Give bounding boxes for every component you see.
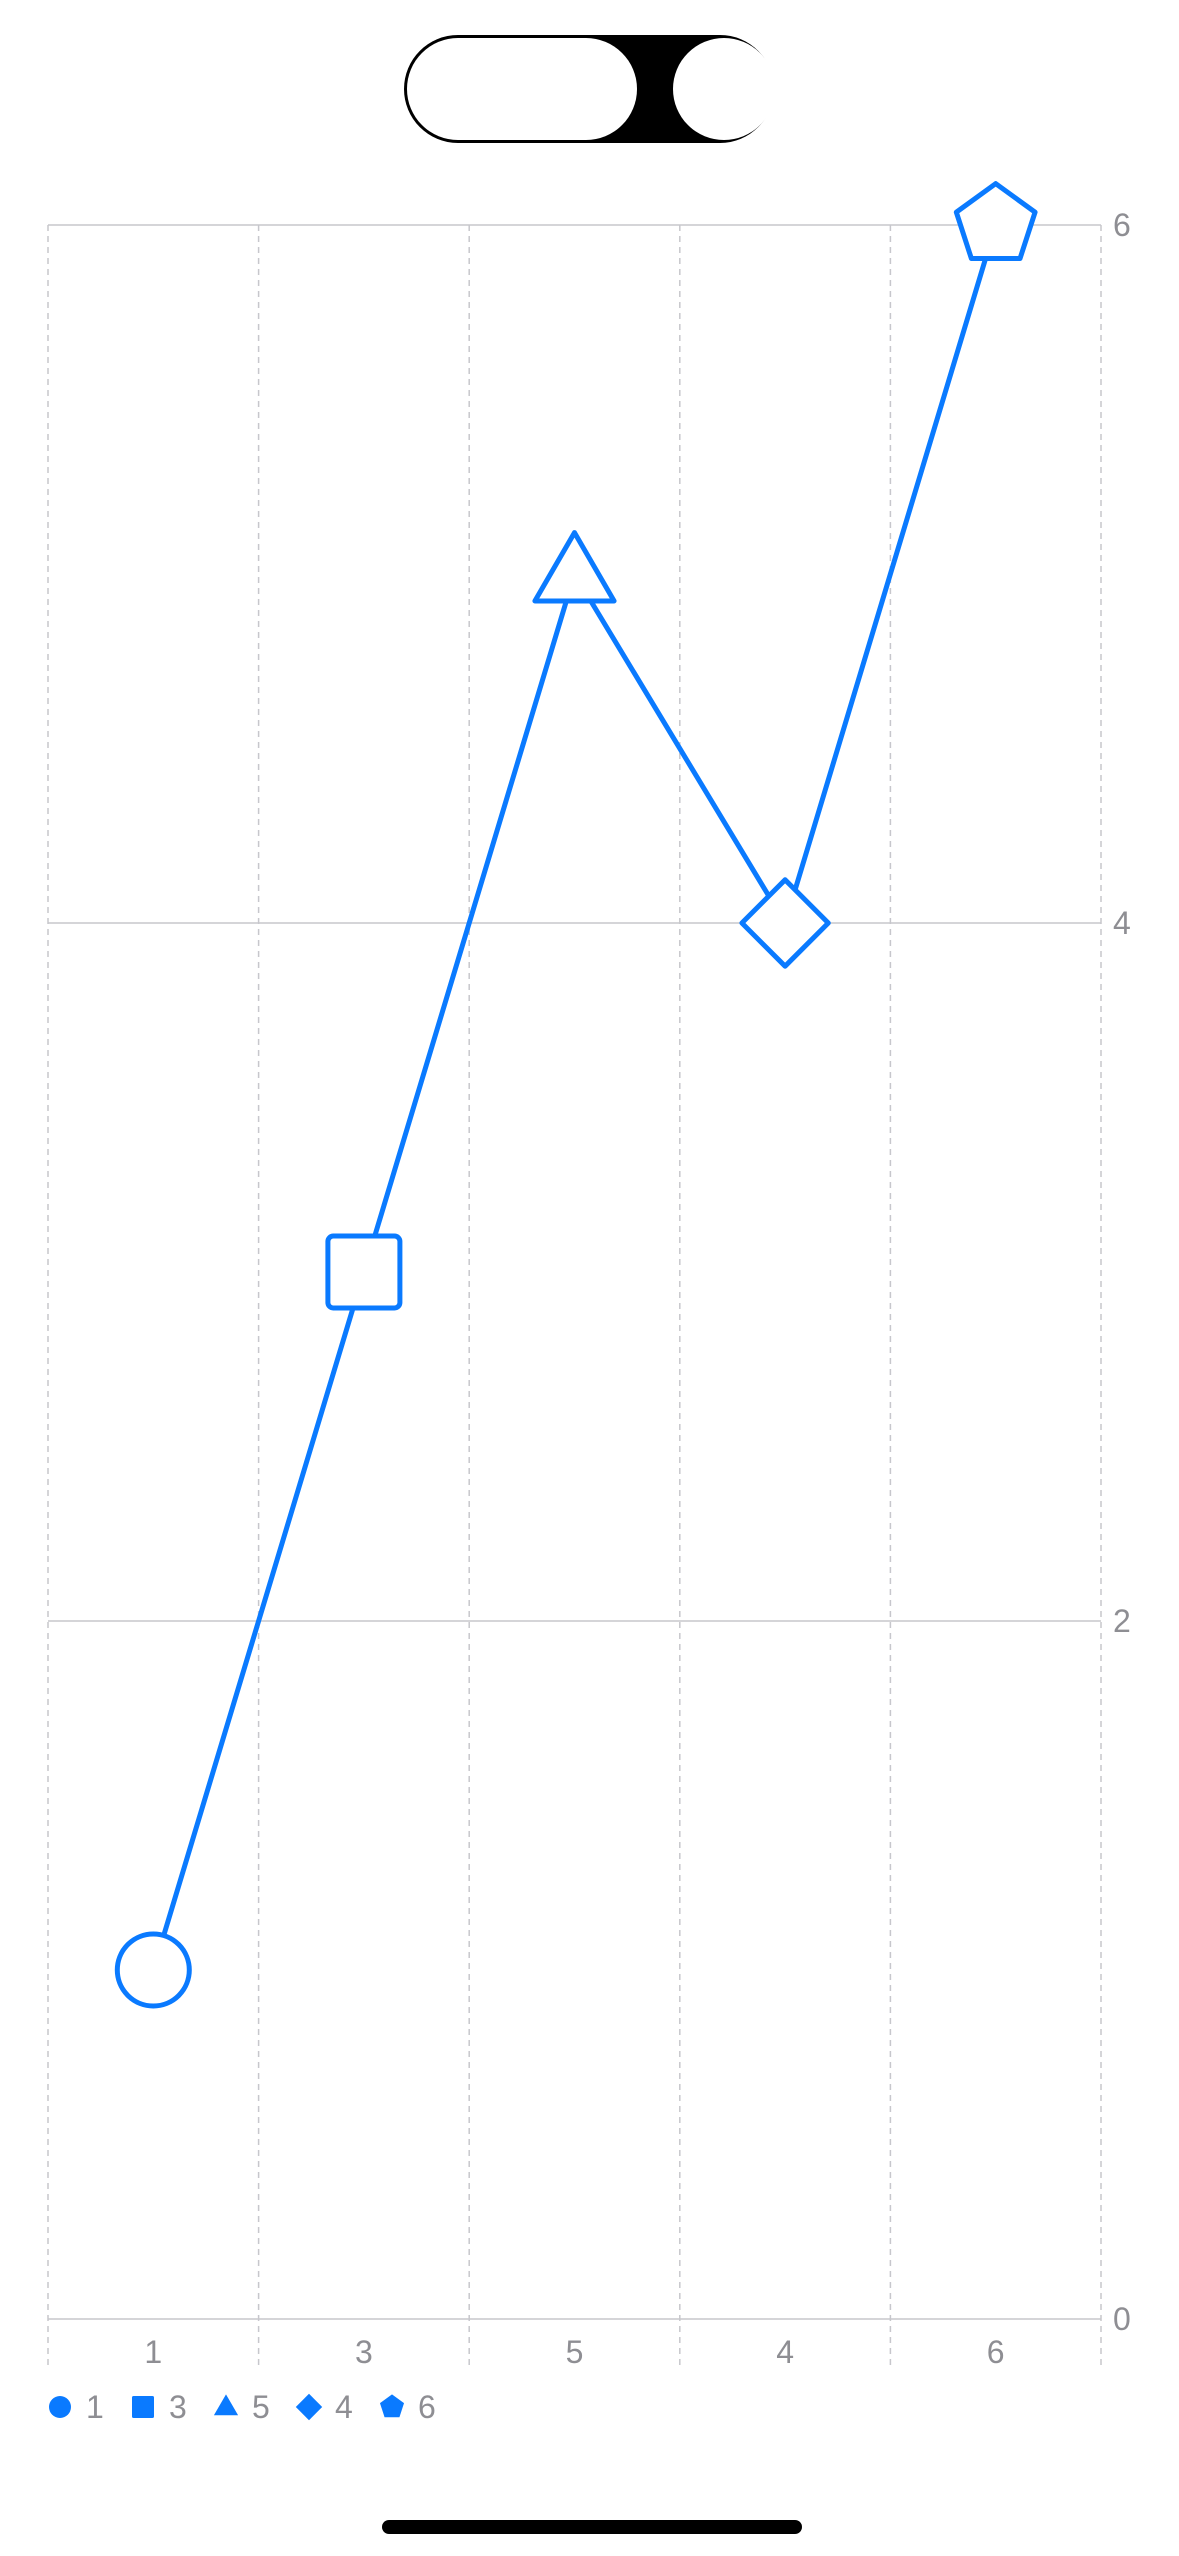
legend-item: 5 [213,2389,270,2425]
x-tick-label: 1 [144,2334,162,2370]
legend-label: 1 [86,2389,104,2425]
data-point-pentagon [953,181,1038,261]
x-tick-label: 3 [355,2334,373,2370]
data-point-circle [114,1931,192,2009]
y-tick-label: 0 [1113,2301,1131,2337]
legend-label: 5 [252,2389,270,2425]
segmented-toggle[interactable] [402,33,776,145]
legend-symbol-circle [49,2396,71,2418]
legend-item: 3 [132,2389,187,2425]
series-line-layer [150,224,999,1971]
toggle-left-segment[interactable] [407,38,637,140]
axis-ticks: 1 3 5 4 6 0 2 4 6 [144,207,1130,2370]
legend-symbol-pentagon [379,2394,405,2418]
legend-label: 6 [418,2389,436,2425]
chart-legend: 1 3 5 4 6 [49,2389,436,2425]
legend-item: 6 [379,2389,436,2425]
legend-label: 3 [169,2389,187,2425]
legend-item: 1 [49,2389,104,2425]
y-tick-label: 6 [1113,207,1131,243]
x-tick-label: 6 [987,2334,1005,2370]
x-tick-label: 5 [566,2334,584,2370]
chart-grid [47,224,1102,2369]
y-tick-label: 4 [1113,905,1131,941]
y-tick-label: 2 [1113,1603,1131,1639]
x-tick-label: 4 [776,2334,794,2370]
legend-symbol-triangle [213,2394,239,2416]
data-markers [114,181,1038,2009]
legend-item: 4 [295,2389,353,2425]
data-point-square [325,1233,403,1311]
legend-symbol-diamond [295,2393,323,2421]
legend-symbol-square [132,2396,154,2418]
data-point-diamond [739,877,831,969]
home-indicator [382,2520,802,2534]
series-line [150,224,999,1971]
legend-label: 4 [335,2389,353,2425]
data-point-triangle [532,530,617,604]
toggle-knob[interactable] [673,38,775,140]
